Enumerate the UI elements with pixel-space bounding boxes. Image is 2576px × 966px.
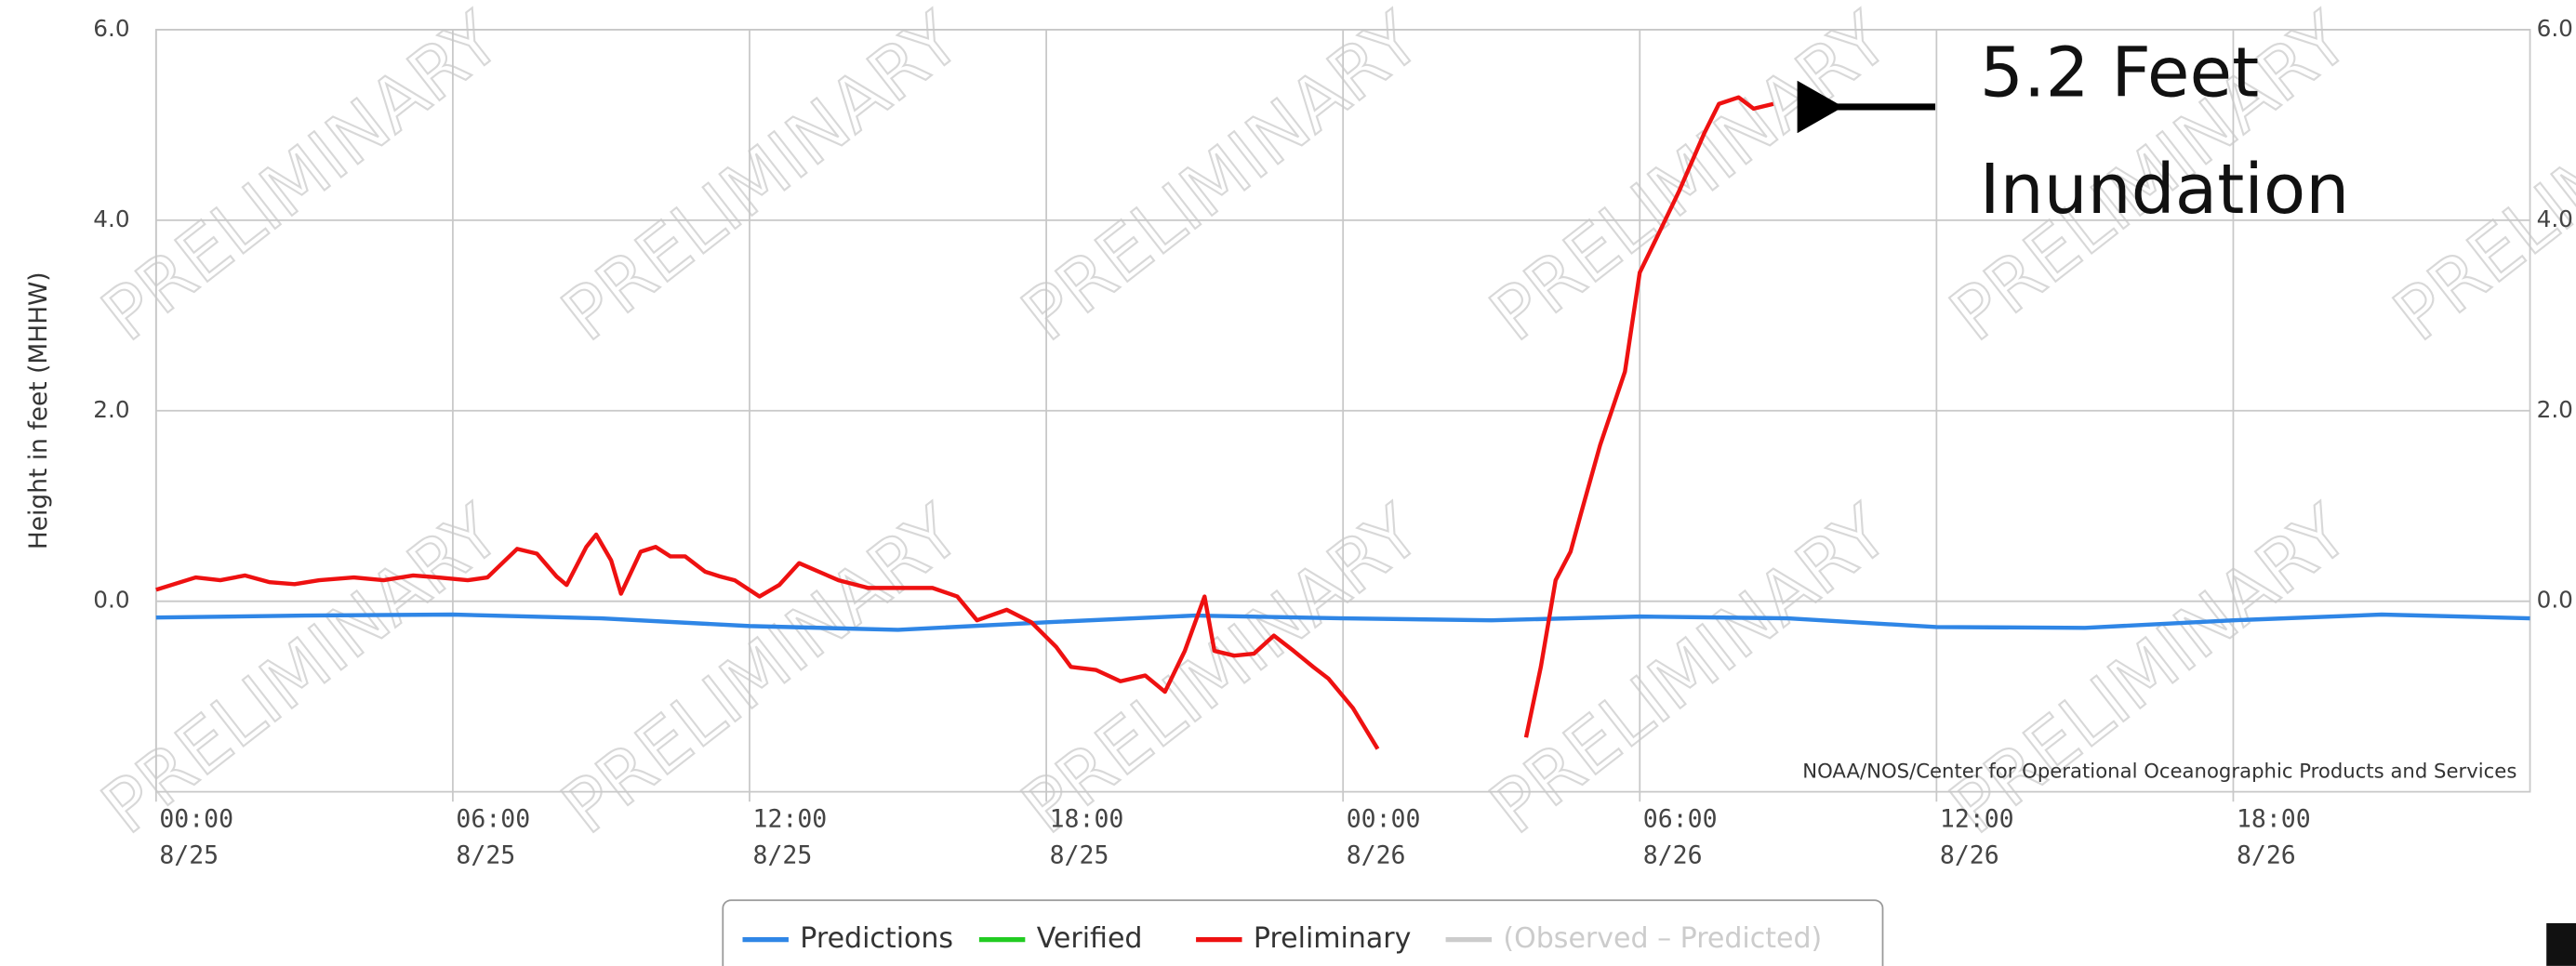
legend-label: (Observed – Predicted)	[1503, 922, 1822, 955]
corner-block	[2546, 922, 2576, 966]
series-lines	[155, 95, 2530, 750]
legend-label: Predictions	[800, 922, 953, 955]
x-tick-label: 00:00 8/25	[159, 804, 233, 869]
y2-tick-label: 2.0	[2537, 396, 2573, 423]
annotation: 5.2 Feet	[1980, 33, 2260, 113]
y-tick-label: 2.0	[93, 396, 129, 423]
legend: Predictions Verified Preliminary (Observed …	[742, 922, 1822, 955]
watermark: PRELIMINARY	[1476, 0, 1905, 358]
source-note: NOAA/NOS/Center for Operational Oceanogr…	[1802, 759, 2516, 782]
x-tick-label: 18:00 8/25	[1050, 804, 1124, 869]
x-tick-label: 18:00 8/26	[2237, 804, 2311, 869]
legend-label: Verified	[1037, 922, 1143, 955]
labels: 6.0 6.0 4.0 4.0 2.0 2.0 0.0 0.0 00:00 8/25 06:00 8/…	[93, 15, 2573, 869]
y-tick-label: 4.0	[93, 205, 129, 232]
watermark: PRELIMINARY	[1935, 490, 2364, 851]
y-axis-label: Height in feet (MHHW)	[24, 271, 53, 549]
x-tick-label: 12:00 8/25	[753, 804, 828, 869]
y2-tick-label: 6.0	[2537, 15, 2573, 42]
x-tick-label: 06:00 8/26	[1643, 804, 1718, 869]
y-tick-label: 6.0	[93, 15, 129, 42]
watermark: PRELIMINARY	[87, 490, 516, 851]
annotation: Inundation	[1980, 150, 2350, 230]
x-tick-label: 12:00 8/26	[1940, 804, 2014, 869]
watermark: PRELIMINARY	[1007, 0, 1436, 358]
watermark: PRELIMINARY	[2379, 0, 2576, 358]
legend-label: Preliminary	[1254, 922, 1412, 955]
watermark: PRELIMINARY	[1007, 490, 1436, 851]
y-tick-label: 0.0	[93, 587, 129, 614]
legend-box	[722, 899, 1884, 966]
x-tick-label: 06:00 8/25	[456, 804, 530, 869]
watermarks: PRELIMINARY PRELIMINARY PRELIMINARY PRELIMI…	[86, 0, 2576, 852]
y2-tick-label: 0.0	[2537, 587, 2573, 614]
series-line	[155, 612, 2530, 632]
watermark: PRELIMINARY	[87, 0, 516, 358]
grid	[154, 29, 2531, 802]
y2-tick-label: 4.0	[2537, 205, 2573, 232]
watermark: PRELIMINARY	[547, 0, 976, 358]
watermark: PRELIMINARY	[547, 490, 976, 851]
x-tick-label: 00:00 8/26	[1347, 804, 1421, 869]
series-line	[155, 95, 1774, 750]
